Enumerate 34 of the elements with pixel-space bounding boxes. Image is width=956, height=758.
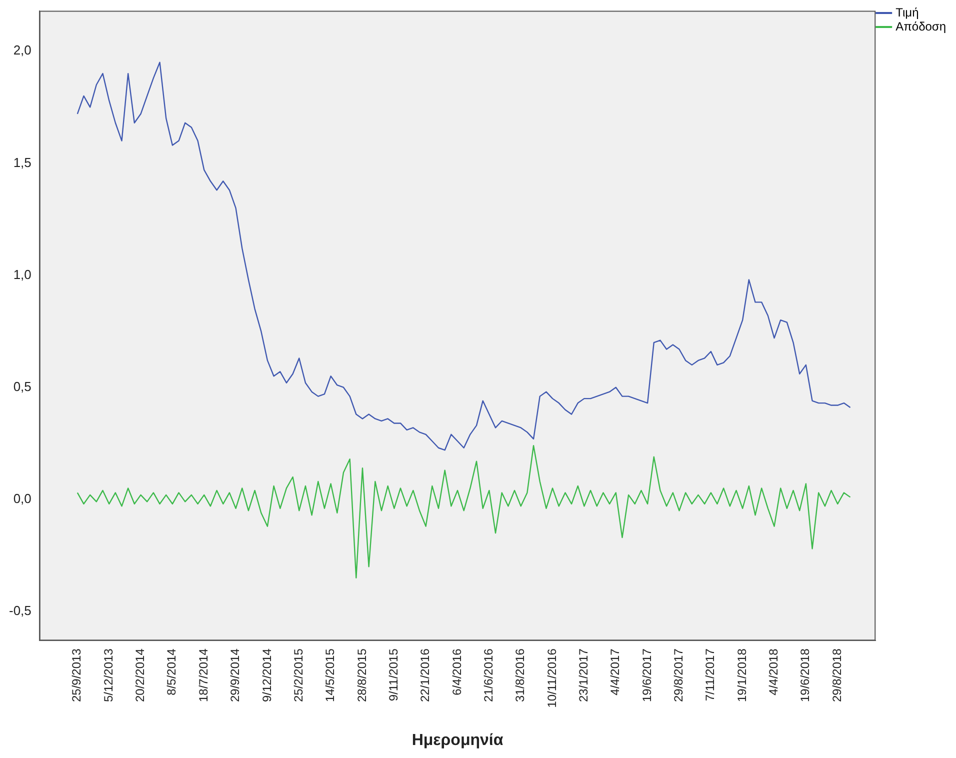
x-tick-label: 4/4/2018: [766, 648, 781, 696]
x-tick-label: 25/9/2013: [70, 648, 84, 702]
x-tick-label: 29/8/2018: [830, 648, 844, 702]
x-tick-label: 28/8/2015: [354, 648, 369, 702]
x-tick-label: 19/6/2017: [640, 648, 654, 702]
y-tick-label: -0,5: [8, 603, 32, 618]
x-tick-label: 14/5/2015: [323, 648, 338, 702]
x-tick-label: 31/8/2016: [513, 648, 528, 702]
x-tick-label: 21/6/2016: [481, 648, 496, 702]
x-tick-label: 10/11/2016: [544, 648, 559, 708]
y-tick-label: 0,5: [13, 378, 32, 394]
x-tick-label: 25/2/2015: [291, 648, 306, 702]
y-tick-label: 1,5: [13, 154, 32, 170]
x-tick-label: 9/12/2014: [260, 648, 274, 702]
x-tick-label: 20/2/2014: [133, 648, 148, 702]
y-tick-label: 1,0: [13, 266, 32, 282]
x-tick-label: 7/11/2017: [703, 648, 718, 702]
legend-label: Τιμή: [896, 5, 919, 20]
x-tick-label: 5/12/2013: [101, 648, 116, 702]
x-tick-label: 23/1/2017: [576, 648, 591, 702]
y-tick-label: 2,0: [13, 42, 32, 58]
x-tick-label: 6/4/2016: [450, 648, 464, 696]
y-tick-label: 0,0: [13, 491, 32, 506]
x-tick-label: 29/9/2014: [228, 648, 242, 702]
x-tick-label: 19/1/2018: [734, 648, 749, 702]
x-tick-label: 22/1/2016: [418, 648, 432, 702]
x-tick-label: 19/6/2018: [798, 648, 812, 702]
x-tick-label: 8/5/2014: [164, 648, 179, 696]
x-axis-title: Ημερομηνία: [412, 732, 504, 749]
x-tick-label: 18/7/2014: [196, 648, 210, 702]
x-tick-label: 9/11/2015: [386, 648, 400, 702]
x-tick-label: 4/4/2017: [608, 648, 622, 696]
legend-label: Απόδοση: [896, 19, 946, 34]
x-tick-label: 29/8/2017: [672, 648, 686, 702]
